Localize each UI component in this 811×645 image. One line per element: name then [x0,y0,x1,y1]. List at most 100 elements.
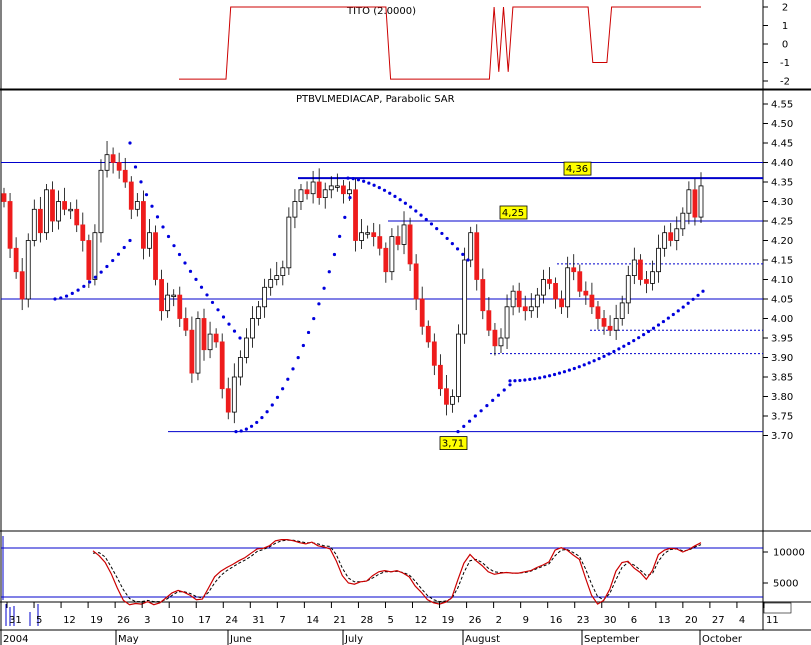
day-tick-label: 10 [171,615,184,626]
price-panel: PTBVLMEDIACAP, Parabolic SAR 4.55 4.50 4.4… [1,94,793,451]
candle-up [44,189,49,234]
time-axis: 31 5 12 19 26 3 10 17 24 31 7 14 21 28 5 12 19 26 2 9 16 23 30… [0,602,779,645]
sar-dot [144,193,149,197]
tito-line [179,6,701,80]
sar-dot [602,354,606,358]
candle-down [407,224,413,265]
candle-down [516,290,522,308]
candle-up [25,240,31,300]
sar-dot [528,377,532,382]
sar-dot [172,244,176,248]
day-tick-label: 26 [469,615,482,626]
day-tick-label: 11 [766,615,779,626]
candle-up [237,357,243,378]
sar-dot [523,378,527,382]
sar-dot [676,309,680,313]
sar-dot [547,374,552,378]
day-tick-label: 7 [279,615,285,626]
candle-down [419,298,425,327]
sar-dot [270,403,274,407]
sar-dot [338,234,342,238]
candle-up [98,169,104,234]
price-callout-box [563,161,592,176]
candle-up [171,294,177,298]
sar-dot [597,356,601,361]
candle-up [250,318,255,339]
sar-dot [166,234,171,239]
candle-up [92,232,98,280]
candle-down [522,306,528,312]
price-tick-label: 3.80 [771,392,793,403]
osc-tick-label: 10000 [773,548,805,559]
sar-dot [533,377,537,381]
sar-dot [508,383,512,387]
sar-dot [188,269,193,273]
day-tick-label: 14 [306,615,319,626]
candle-down [474,232,480,280]
day-tick-label: 3 [144,615,150,626]
sar-dot [111,258,115,263]
sar-dot [462,424,466,428]
candle-down [189,329,195,374]
price-tick-label: 4.50 [771,119,793,130]
sar-dot [502,388,506,392]
tito-tick-label: 1 [782,21,788,32]
day-tick-label: 19 [90,615,103,626]
sar-dot [317,302,321,306]
candle-down [668,232,674,241]
candle-up [56,201,61,222]
sar-dot [518,378,522,383]
candle-up [468,232,474,261]
sar-dot [377,186,381,190]
price-tick-label: 4.35 [771,178,793,189]
sar-dot [286,377,290,381]
day-tick-label: 5 [387,615,393,626]
sar-dot [122,245,126,250]
sar-dot [557,371,562,375]
sar-dot [409,205,413,209]
sar-dot [617,347,621,351]
candle-down [413,263,419,300]
sar-dot [637,336,641,340]
candle-down [341,185,346,195]
sar-dot [691,297,695,301]
candle-down [607,325,613,331]
candle-down [353,189,358,241]
candle-up [292,201,298,218]
candle-down [19,271,25,300]
candle-up [619,302,625,319]
sar-dot [461,252,465,256]
candle-down [383,247,389,273]
sar-dot [296,356,300,360]
candle-down [1,193,7,202]
sar-dot [155,215,160,219]
sar-dot [538,376,542,380]
day-tick-label: 6 [631,615,637,626]
sar-dot [656,323,661,327]
sar-dot [234,430,238,434]
month-label: August [465,634,500,645]
sar-dot [239,429,243,433]
candle-down [595,306,601,319]
sar-dot [93,275,97,279]
candle-up [498,337,504,347]
day-tick-label: 21 [333,615,346,626]
day-tick-label: 27 [712,615,725,626]
candle-up [328,185,334,191]
sar-dot [403,201,407,205]
sar-dot [139,180,143,184]
candle-down [316,181,322,199]
sar-dot [398,198,402,202]
sar-dot [362,179,366,183]
sar-dot [577,365,581,369]
candle-up [231,376,237,413]
sar-dot [346,176,350,180]
sar-dot [661,319,666,324]
candle-up [534,294,540,308]
candle-down [431,341,437,366]
sar-dot [414,209,418,213]
sar-dot [116,252,121,256]
month-label: October [702,634,743,645]
candle-down [571,267,577,273]
price-tick-label: 4.30 [771,197,793,208]
